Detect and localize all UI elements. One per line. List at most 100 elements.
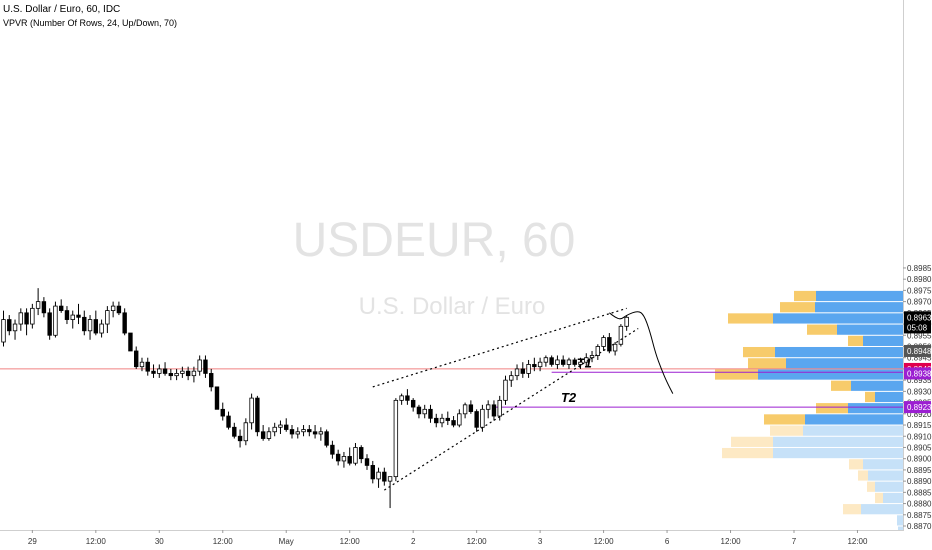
candle-body (491, 404, 497, 417)
time-tick-label: 12:00 (847, 537, 868, 546)
candle-body (180, 370, 185, 374)
volume-profile-up-bar (805, 414, 903, 425)
candle-body (301, 429, 306, 433)
price-tick-label: 0.8915 (907, 421, 932, 430)
volume-profile-down-bar (858, 470, 868, 481)
candle-body (64, 310, 70, 320)
candle-body (387, 476, 393, 482)
price-tick-label: 0.8870 (907, 522, 932, 531)
time-tick-label: 6 (665, 537, 670, 546)
volume-profile-down-bar (831, 380, 851, 391)
price-tick-label: 0.8970 (907, 298, 932, 307)
volume-profile-down-bar (748, 358, 786, 369)
time-tick-label: 3 (538, 537, 543, 546)
candle-body (393, 399, 399, 478)
candle-body (601, 337, 606, 347)
candle-body (203, 359, 208, 374)
candle-body (209, 373, 214, 388)
candle-body (624, 316, 629, 327)
candle-body (99, 323, 104, 334)
price-tick-label: 0.8880 (907, 500, 932, 509)
candle-body (566, 359, 572, 365)
price-tag (904, 401, 931, 414)
candle-body (318, 431, 324, 435)
volume-profile-down-bar (867, 481, 875, 492)
price-axis[interactable] (903, 0, 932, 530)
candle-body (422, 408, 427, 415)
candle-body (537, 361, 543, 368)
candle-body (12, 323, 18, 332)
candle-body (116, 305, 122, 314)
time-tick-label: 7 (792, 537, 797, 546)
candle-body (76, 314, 81, 318)
volume-profile-up-bar (875, 481, 903, 492)
volume-profile-down-bar (843, 504, 861, 515)
candle-body (405, 395, 410, 401)
price-tick-label: 0.8875 (907, 511, 932, 520)
volume-profile-up-bar (868, 470, 903, 481)
price-tick-label: 0.8935 (907, 376, 932, 385)
price-tick-label: 0.8930 (907, 387, 932, 396)
price-tick-label: 0.8885 (907, 488, 932, 497)
volume-profile-up-bar (773, 447, 903, 459)
price-tick-label: 0.8945 (907, 354, 932, 363)
price-tick-label: 0.8985 (907, 264, 932, 273)
candle-body (549, 357, 554, 365)
candle-body (134, 350, 139, 368)
candle-body (485, 404, 491, 410)
volume-profile-down-bar (731, 436, 773, 447)
candle-body (410, 399, 416, 408)
volume-profile-down-bar (816, 403, 848, 414)
wedge-trendline[interactable] (383, 328, 639, 491)
time-tick-label: 29 (28, 537, 37, 546)
candle-body (503, 379, 508, 401)
candle-body (324, 431, 329, 446)
candle-body (105, 310, 110, 325)
indicator-legend: VPVR (Number Of Rows, 24, Up/Down, 70) (3, 18, 178, 28)
candle-body (532, 364, 537, 368)
volume-profile-down-bar (722, 447, 773, 459)
volume-profile-up-bar (775, 346, 903, 358)
price-tick-label: 0.8910 (907, 432, 932, 441)
volume-profile-up-bar (897, 515, 903, 526)
candle-body (307, 429, 312, 433)
volume-profile-up-bar (773, 313, 903, 324)
price-tick-label: 0.8975 (907, 286, 932, 295)
candle-body (59, 305, 64, 311)
candle-body (243, 422, 249, 442)
volume-profile-down-bar (849, 459, 863, 470)
time-axis[interactable] (0, 530, 932, 550)
wedge-trendline[interactable] (372, 307, 627, 388)
candle-body (439, 417, 445, 424)
projection-path[interactable] (609, 311, 674, 394)
volume-profile-up-bar (803, 425, 903, 436)
volume-profile-up-bar (883, 492, 903, 504)
candle-body (416, 406, 422, 415)
volume-profile-down-bar (743, 346, 775, 358)
candle-body (428, 408, 433, 419)
volume-profile-down-bar (728, 313, 773, 324)
candle-body (572, 359, 577, 365)
candle-body (341, 456, 347, 462)
candle-body (272, 426, 277, 433)
price-tag (904, 344, 931, 357)
candle-body (139, 361, 145, 368)
candle-body (53, 305, 58, 336)
candle-body (376, 471, 381, 480)
candle-body (330, 444, 335, 455)
candle-body (174, 373, 179, 377)
candle-body (578, 361, 583, 365)
candle-body (468, 404, 474, 412)
time-tick-label: May (279, 537, 294, 546)
price-tag-label: 0.8948 (907, 347, 932, 356)
price-tag-label: 0.8963 (907, 313, 932, 322)
price-tick-label: 0.8980 (907, 275, 932, 284)
time-tick-label: 2 (411, 537, 416, 546)
candle-body (24, 312, 29, 325)
candle-body (370, 465, 375, 480)
candle-body (232, 426, 237, 437)
price-tick-label: 0.8895 (907, 466, 932, 475)
time-tick-label: 12:00 (721, 537, 742, 546)
candle-body (451, 420, 456, 426)
